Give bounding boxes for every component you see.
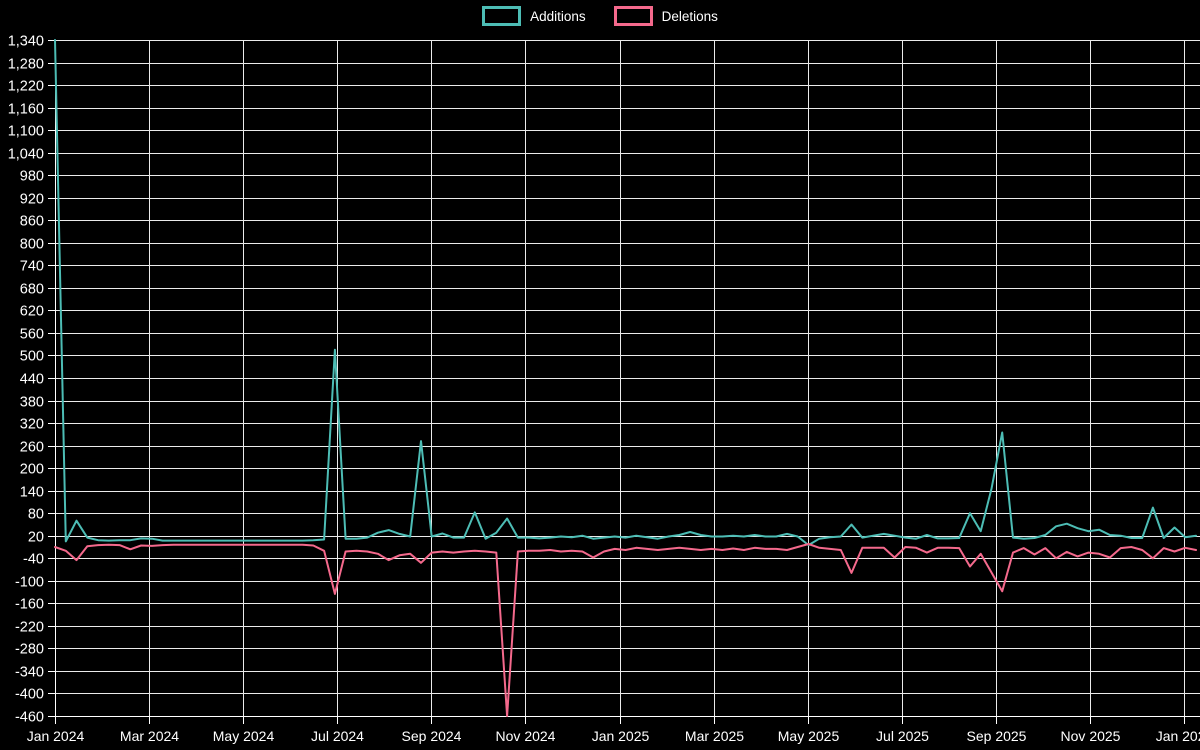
y-tick-label: 320 [20, 417, 44, 433]
x-tick-label: Jul 2025 [876, 728, 929, 744]
y-tick-label: -100 [15, 575, 44, 591]
y-tick-label: 680 [20, 282, 44, 298]
deletions-line [54, 543, 1197, 717]
y-tick-label: 200 [20, 462, 44, 478]
x-tick-label: Mar 2025 [685, 728, 744, 744]
y-tick-label: -280 [15, 642, 44, 658]
y-tick-label: 260 [20, 440, 44, 456]
y-tick-label: 1,280 [8, 57, 44, 73]
y-tick-label: 1,220 [8, 79, 44, 95]
x-tick-label: Jan 2024 [27, 728, 85, 744]
y-tick-label: 980 [20, 169, 44, 185]
x-tick-label: Nov 2024 [496, 728, 556, 744]
y-tick-label: 800 [20, 237, 44, 253]
y-tick-label: 440 [20, 372, 44, 388]
y-tick-label: 1,100 [8, 124, 44, 140]
y-tick-label: -340 [15, 665, 44, 681]
x-tick-label: Jan 2025 [592, 728, 650, 744]
x-tick-label: May 2025 [778, 728, 840, 744]
y-tick-label: 140 [20, 485, 44, 501]
y-tick-label: 500 [20, 349, 44, 365]
y-tick-label: 1,160 [8, 102, 44, 118]
y-tick-label: 1,040 [8, 147, 44, 163]
y-tick-label: 560 [20, 327, 44, 343]
x-tick-label: Sep 2024 [402, 728, 462, 744]
additions-legend-swatch [482, 6, 522, 26]
y-tick-label: 620 [20, 304, 44, 320]
y-tick-label: 920 [20, 192, 44, 208]
x-tick-label: Nov 2025 [1061, 728, 1121, 744]
y-tick-label: 740 [20, 259, 44, 275]
deletions-legend-swatch [613, 6, 653, 26]
y-tick-label: -160 [15, 597, 44, 613]
y-tick-label: -460 [15, 710, 44, 726]
deletions-legend-label: Deletions [661, 8, 718, 24]
y-tick-label: -400 [15, 687, 44, 703]
x-tick-label: Mar 2024 [120, 728, 179, 744]
x-tick-label: Jul 2024 [311, 728, 364, 744]
x-tick-label: Jan 2026 [1156, 728, 1200, 744]
chart-legend: Additions Deletions [0, 6, 1200, 26]
y-tick-label: 380 [20, 395, 44, 411]
additions-line [54, 39, 1197, 547]
additions-legend-label: Additions [530, 8, 586, 24]
legend-item-additions[interactable]: Additions [482, 6, 586, 26]
y-tick-label: 860 [20, 214, 44, 230]
y-tick-label: 80 [28, 507, 44, 523]
legend-item-deletions[interactable]: Deletions [613, 6, 718, 26]
y-tick-label: 1,340 [8, 34, 44, 50]
y-tick-label: -40 [23, 552, 44, 568]
y-tick-label: 20 [28, 530, 44, 546]
x-tick-label: May 2024 [213, 728, 275, 744]
y-tick-label: -220 [15, 620, 44, 636]
x-tick-label: Sep 2025 [967, 728, 1027, 744]
